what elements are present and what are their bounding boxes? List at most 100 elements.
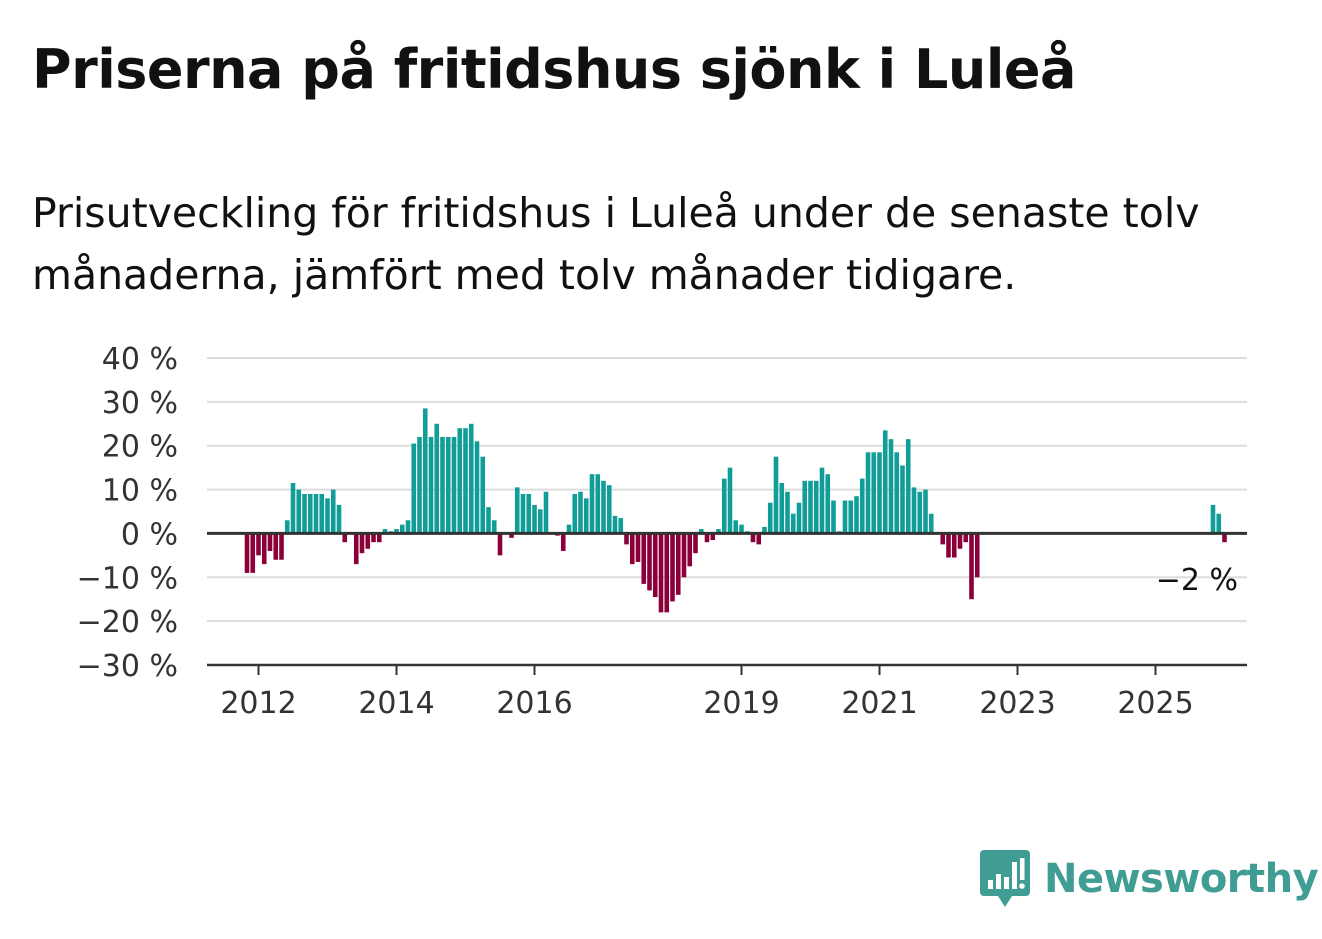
bar (583, 498, 589, 534)
bar (664, 533, 670, 613)
bar (629, 533, 635, 565)
bar (859, 478, 865, 534)
bar (422, 408, 428, 534)
bar (520, 493, 526, 534)
bar (825, 474, 831, 534)
bar (831, 500, 836, 534)
bar (1222, 533, 1227, 543)
bar (578, 491, 583, 534)
bar (601, 480, 606, 534)
bar-chart: 40 %30 %20 %10 %0 %−10 %−20 %−30 % 2012 2… (77, 342, 1247, 721)
bar (532, 504, 537, 534)
bar (256, 533, 261, 556)
bar (974, 533, 980, 578)
bar (687, 533, 693, 567)
bar (307, 493, 313, 534)
bar (813, 480, 819, 534)
bar (451, 436, 457, 534)
x-axis-labels: 2012 2014 2016 2019 2021 2023 2025 (220, 665, 1194, 721)
bar (854, 496, 859, 534)
axes (207, 531, 1247, 667)
last-value-label: −2 % (1156, 563, 1238, 598)
bar (658, 533, 664, 613)
bar (894, 452, 900, 534)
bar (888, 439, 894, 534)
bar (302, 493, 307, 534)
bar (865, 452, 871, 534)
bar (635, 533, 641, 562)
bar (537, 509, 543, 534)
bar (560, 533, 566, 551)
bar (313, 493, 319, 534)
bar (273, 533, 279, 560)
bar (624, 533, 629, 545)
newsworthy-logo: Newsworthy (980, 850, 1319, 908)
bar (514, 487, 520, 534)
x-tick-label: 2012 (220, 686, 296, 721)
bar (802, 480, 808, 534)
bar (463, 428, 468, 534)
bar (733, 520, 739, 534)
bar (486, 507, 491, 534)
y-tick-label: −30 % (77, 649, 178, 684)
bar (704, 533, 710, 543)
y-tick-label: 10 % (102, 474, 178, 509)
bar (1210, 504, 1216, 534)
bar (330, 489, 336, 534)
bar (721, 478, 727, 534)
x-tick-label: 2025 (1117, 686, 1193, 721)
bar (779, 482, 785, 534)
bar (773, 456, 779, 534)
bar (917, 491, 923, 534)
bar (261, 533, 267, 565)
brand-name: Newsworthy (1044, 856, 1319, 902)
bar (946, 533, 951, 558)
bar (353, 533, 359, 565)
bar (796, 502, 802, 534)
bar (595, 474, 601, 534)
bar (647, 533, 652, 591)
bar (417, 436, 422, 534)
bar (652, 533, 658, 598)
bar (589, 474, 595, 534)
bar (819, 467, 825, 534)
bar (693, 533, 698, 554)
bar (394, 529, 399, 534)
bar (250, 533, 256, 573)
bar (572, 493, 578, 534)
chart-title: Priserna på fritidshus sjönk i Luleå (32, 38, 1076, 101)
bar (296, 489, 302, 534)
x-tick-label: 2019 (703, 686, 779, 721)
bar (675, 533, 681, 595)
bar (428, 436, 434, 534)
bar (606, 485, 612, 534)
bar (284, 520, 290, 534)
chart-subtitle: Prisutveckling för fritidshus i Luleå un… (32, 189, 1200, 299)
bar (911, 487, 917, 534)
bar (727, 467, 733, 534)
bar (399, 524, 405, 534)
annotations: −2 % (1156, 563, 1238, 598)
bar (618, 518, 624, 534)
bar (244, 533, 250, 573)
bar (279, 533, 284, 560)
bar (681, 533, 687, 578)
bar (491, 520, 497, 534)
bar (951, 533, 957, 558)
bar (785, 491, 790, 534)
bar (739, 524, 744, 534)
y-tick-label: 0 % (121, 517, 178, 552)
bar (767, 502, 773, 534)
bar (405, 520, 411, 534)
bar (750, 533, 756, 543)
bar (710, 533, 716, 541)
bar (440, 436, 445, 534)
bar (497, 533, 503, 556)
gridlines (207, 357, 1247, 623)
bar (923, 489, 928, 534)
y-tick-label: 40 % (102, 342, 178, 377)
bar (670, 533, 675, 602)
bar (480, 456, 486, 534)
bar (325, 498, 330, 534)
bar (376, 533, 382, 543)
